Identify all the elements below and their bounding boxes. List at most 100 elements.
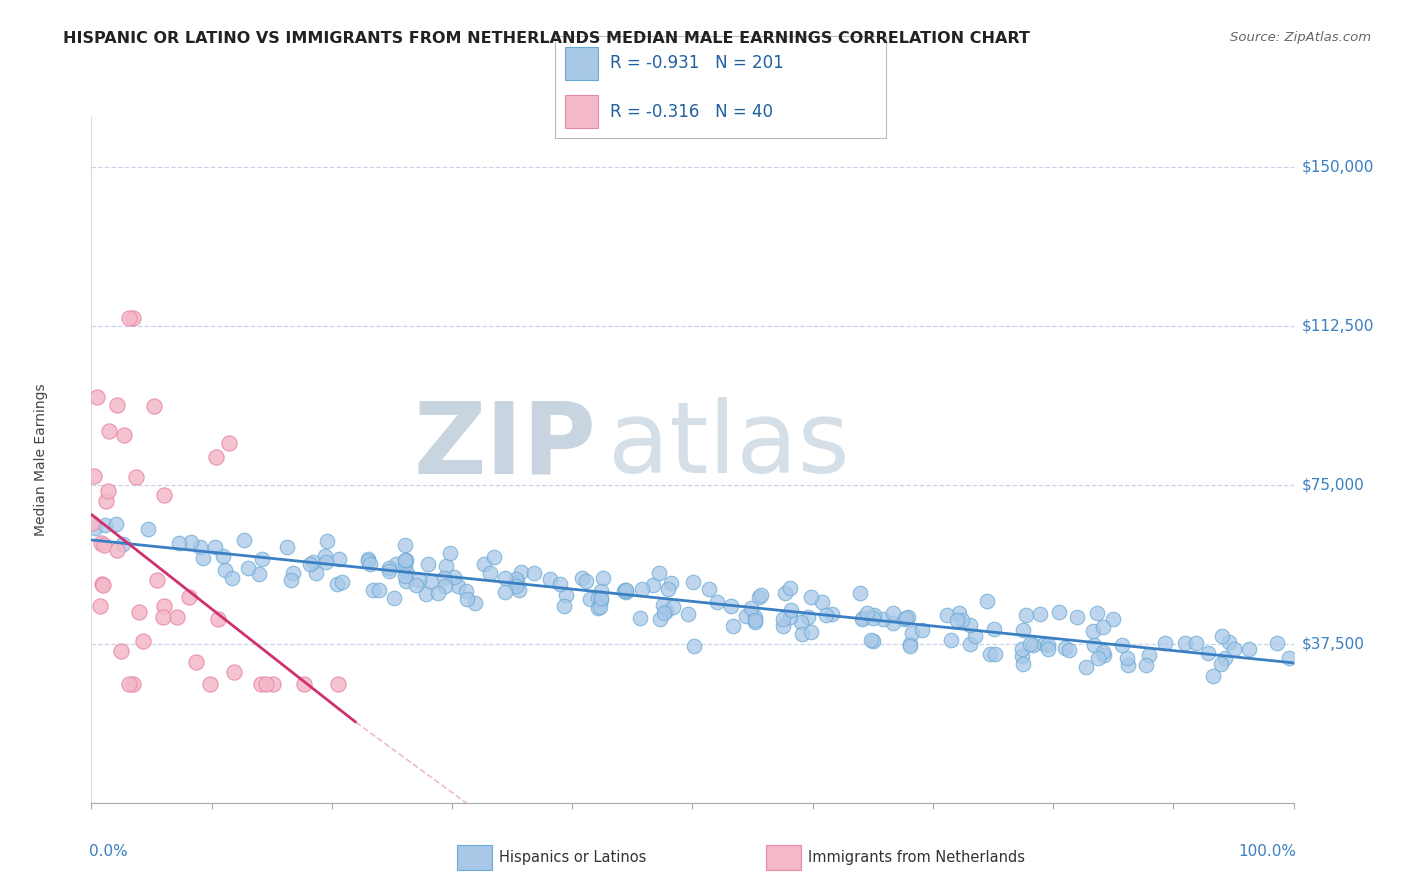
Point xyxy=(90,536,112,550)
Point xyxy=(415,587,437,601)
Point xyxy=(302,555,325,569)
Point xyxy=(935,608,957,623)
Point xyxy=(893,612,915,626)
Point xyxy=(394,564,416,578)
Text: R = -0.931   N = 201: R = -0.931 N = 201 xyxy=(610,54,783,72)
Point xyxy=(328,552,350,566)
Point xyxy=(110,643,132,657)
Point xyxy=(292,677,315,691)
Point xyxy=(682,574,704,589)
Point xyxy=(198,677,221,691)
Point xyxy=(772,612,794,626)
Point xyxy=(662,600,685,615)
Point xyxy=(405,578,427,592)
Point xyxy=(734,609,756,624)
Point xyxy=(1174,636,1197,650)
Point xyxy=(131,633,153,648)
Point xyxy=(1116,658,1139,673)
Point xyxy=(394,557,416,571)
Point xyxy=(744,614,766,628)
Point xyxy=(118,677,141,691)
Point xyxy=(628,611,651,625)
Point xyxy=(682,640,704,654)
Point xyxy=(105,517,128,532)
Point xyxy=(91,577,114,591)
Point xyxy=(586,600,609,615)
Point xyxy=(862,633,884,648)
Point xyxy=(882,615,904,630)
Point xyxy=(1012,624,1035,638)
Point xyxy=(330,574,353,589)
Point xyxy=(447,579,470,593)
Point xyxy=(167,536,190,550)
Point xyxy=(193,551,215,566)
Point xyxy=(1033,637,1056,651)
Point xyxy=(394,554,416,568)
Point xyxy=(554,588,576,602)
Point xyxy=(979,647,1001,661)
Point xyxy=(368,583,391,598)
FancyBboxPatch shape xyxy=(565,47,599,79)
Point xyxy=(1137,648,1160,662)
Point xyxy=(548,577,571,591)
Point xyxy=(1265,636,1288,650)
Point xyxy=(1213,650,1236,665)
Point xyxy=(643,578,665,592)
Point xyxy=(280,573,302,587)
Point xyxy=(950,613,973,627)
Point xyxy=(408,573,430,587)
Point xyxy=(495,585,517,599)
Point xyxy=(872,612,894,626)
Text: Median Male Earnings: Median Male Earnings xyxy=(34,383,48,536)
Point xyxy=(1092,645,1115,659)
Point xyxy=(484,549,506,564)
Point xyxy=(434,559,457,574)
Point xyxy=(797,610,820,624)
Point xyxy=(1197,646,1219,660)
Point xyxy=(898,639,921,653)
Point xyxy=(1211,629,1233,643)
Point xyxy=(394,553,416,567)
Point xyxy=(898,636,921,650)
Point xyxy=(779,581,801,595)
Point xyxy=(1081,624,1104,638)
Point xyxy=(207,612,229,626)
Point xyxy=(153,488,176,502)
Point xyxy=(472,557,495,571)
Point xyxy=(648,566,671,581)
Point xyxy=(1087,650,1109,665)
Point xyxy=(740,600,762,615)
Point xyxy=(1012,657,1035,672)
Point xyxy=(779,603,801,617)
Point xyxy=(676,607,699,621)
Point xyxy=(377,565,399,579)
Point xyxy=(89,599,111,614)
Point xyxy=(900,625,922,640)
Point xyxy=(1184,636,1206,650)
Point xyxy=(744,615,766,629)
Point xyxy=(945,613,967,627)
Point xyxy=(464,597,486,611)
Point xyxy=(1054,640,1077,655)
Point xyxy=(188,540,211,554)
Point xyxy=(357,551,380,566)
Point xyxy=(105,543,128,558)
Point xyxy=(571,571,593,585)
Point xyxy=(748,590,770,604)
Point xyxy=(614,582,637,597)
Text: $37,500: $37,500 xyxy=(1302,636,1365,651)
Point xyxy=(553,599,575,613)
Point xyxy=(298,557,321,571)
Point xyxy=(575,574,598,589)
Point xyxy=(505,572,527,586)
Point xyxy=(143,399,166,413)
Point xyxy=(1085,606,1108,620)
Point xyxy=(222,665,245,680)
Point xyxy=(204,450,226,465)
Point xyxy=(1115,651,1137,665)
Point xyxy=(166,609,188,624)
Point xyxy=(744,609,766,624)
Point xyxy=(456,583,478,598)
Point xyxy=(1029,607,1052,621)
Point xyxy=(657,582,679,596)
